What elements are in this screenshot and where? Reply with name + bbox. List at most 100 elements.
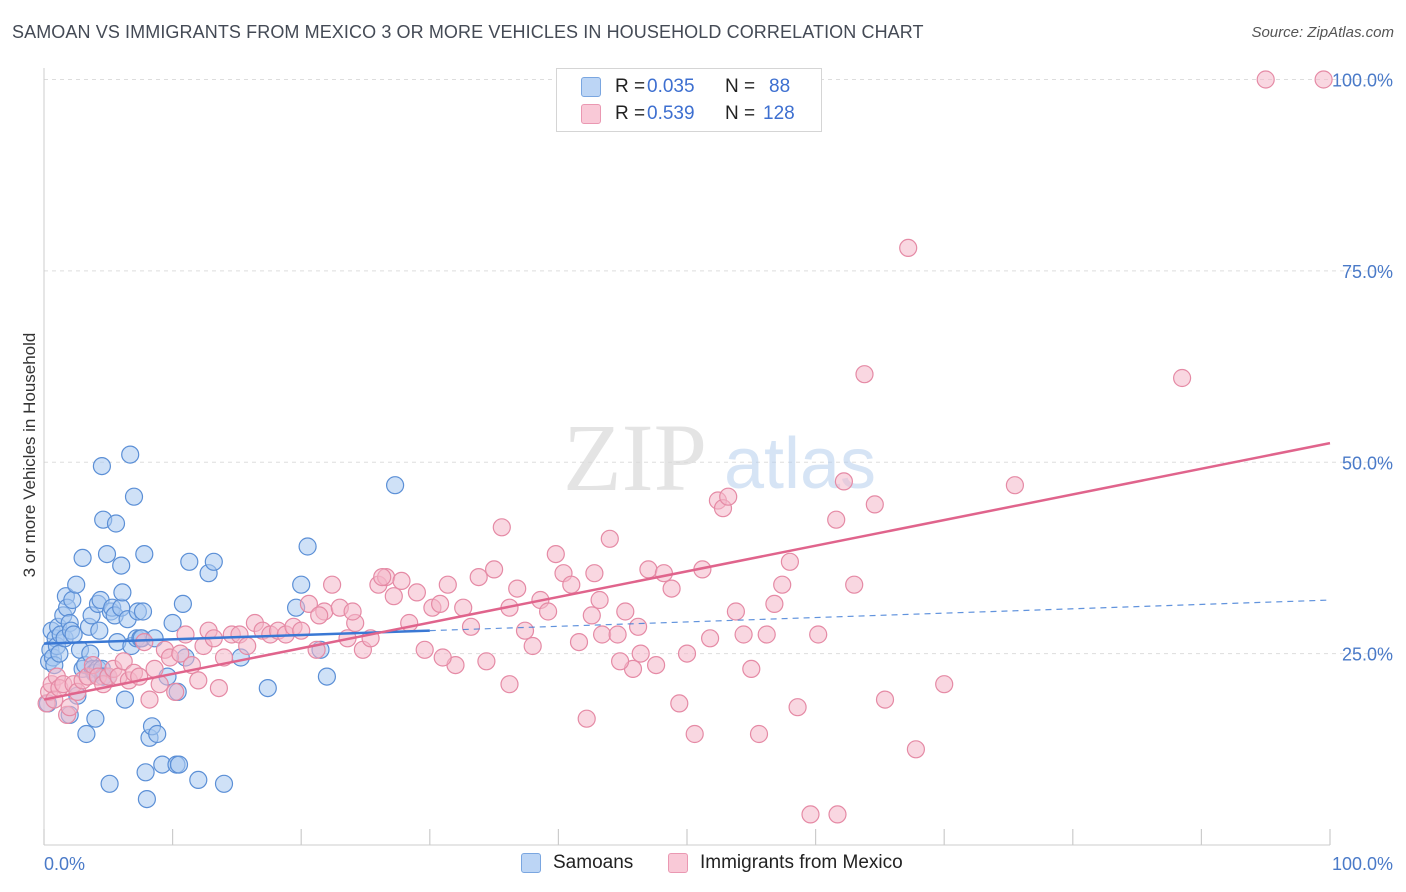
- data-point: [508, 579, 527, 598]
- data-point: [1256, 70, 1275, 89]
- legend-row-mexico: R = 0.539 N = 128: [581, 102, 795, 126]
- data-point: [238, 636, 257, 656]
- data-point: [631, 644, 650, 663]
- data-point: [180, 552, 199, 571]
- y-tick-labels: 25.0% 50.0% 75.0% 100.0%: [1332, 71, 1393, 665]
- data-point: [726, 602, 746, 621]
- data-point: [1005, 476, 1025, 495]
- legend-mexico-label: Immigrants from Mexico: [700, 852, 903, 873]
- data-point: [654, 564, 674, 583]
- axes: [43, 68, 1331, 846]
- data-point: [86, 709, 105, 728]
- mexico-swatch: [581, 104, 601, 124]
- data-point: [492, 518, 511, 537]
- x-tick-labels: 0.0% 100.0%: [44, 854, 1393, 874]
- data-point: [292, 575, 311, 594]
- correlation-legend: R = 0.035 N = 88 R = 0.539 N = 128: [556, 68, 822, 132]
- chart-title: SAMOAN VS IMMIGRANTS FROM MEXICO 3 OR MO…: [12, 22, 924, 42]
- legend-item-samoans: Samoans: [521, 852, 633, 874]
- data-point: [415, 640, 434, 659]
- data-point: [163, 613, 182, 633]
- data-point: [582, 606, 601, 625]
- data-point: [258, 678, 277, 698]
- data-point: [166, 682, 185, 702]
- data-point: [780, 552, 800, 571]
- data-point: [106, 514, 126, 533]
- data-point: [50, 644, 69, 663]
- data-point: [140, 690, 159, 709]
- data-point: [1172, 368, 1192, 388]
- data-point: [1314, 70, 1333, 89]
- data-point: [133, 602, 153, 621]
- r-value: 0.539: [647, 103, 695, 124]
- data-point: [373, 567, 392, 587]
- data-point: [67, 575, 86, 594]
- data-point: [407, 583, 426, 602]
- data-point: [562, 575, 581, 594]
- data-point: [214, 774, 234, 793]
- data-point: [855, 365, 874, 384]
- data-point: [801, 805, 820, 824]
- y-tick-label: 50.0%: [1342, 453, 1393, 473]
- data-point: [734, 625, 753, 644]
- data-point: [875, 690, 895, 709]
- data-point: [485, 560, 504, 579]
- data-point: [569, 632, 589, 652]
- data-point: [742, 659, 761, 679]
- data-point: [136, 763, 155, 782]
- mexico-trend-line: [43, 441, 1331, 701]
- data-point: [773, 575, 792, 594]
- n-value: 88: [769, 76, 791, 97]
- data-point: [310, 606, 329, 625]
- samoans-swatch: [581, 77, 601, 97]
- data-point: [469, 567, 488, 587]
- data-point: [610, 652, 630, 671]
- data-point: [608, 625, 627, 644]
- legend-item-mexico: Immigrants from Mexico: [668, 852, 903, 874]
- y-tick-label: 100.0%: [1332, 71, 1393, 91]
- data-point: [386, 476, 405, 495]
- data-point: [90, 621, 109, 640]
- n-label: N =: [725, 103, 756, 124]
- data-point: [189, 671, 208, 690]
- data-point: [97, 544, 117, 564]
- data-point: [757, 625, 776, 644]
- data-point: [431, 594, 450, 614]
- data-point: [523, 636, 542, 656]
- data-point: [628, 617, 648, 636]
- data-point: [719, 487, 738, 506]
- samoans-trend-line: [43, 629, 430, 645]
- data-point: [204, 552, 223, 571]
- data-point: [788, 698, 807, 717]
- data-point: [112, 556, 131, 575]
- data-point: [865, 495, 884, 514]
- data-point: [392, 571, 411, 591]
- data-point: [92, 457, 112, 476]
- data-point: [546, 544, 565, 564]
- data-point: [209, 678, 228, 698]
- data-point: [828, 805, 847, 824]
- n-value: 128: [763, 103, 795, 124]
- data-point: [73, 548, 92, 568]
- data-point: [500, 675, 519, 694]
- grid-lines: [44, 79, 1392, 655]
- data-point: [64, 625, 83, 644]
- r-label: R =: [615, 103, 646, 124]
- data-point: [384, 587, 403, 606]
- mexico-swatch: [668, 853, 688, 873]
- data-point: [135, 544, 154, 564]
- data-point: [477, 652, 496, 671]
- watermark-atlas: atlas: [724, 424, 876, 504]
- data-point: [677, 644, 697, 663]
- data-point: [600, 529, 619, 548]
- data-point: [114, 652, 133, 671]
- watermark-zip: ZIP: [563, 404, 707, 511]
- data-point: [749, 724, 769, 744]
- r-value: 0.035: [647, 76, 695, 97]
- data-point: [189, 770, 208, 790]
- r-label: R =: [615, 76, 646, 97]
- data-point: [60, 698, 79, 717]
- data-point: [115, 690, 135, 709]
- data-point: [137, 789, 156, 809]
- data-point: [113, 583, 132, 602]
